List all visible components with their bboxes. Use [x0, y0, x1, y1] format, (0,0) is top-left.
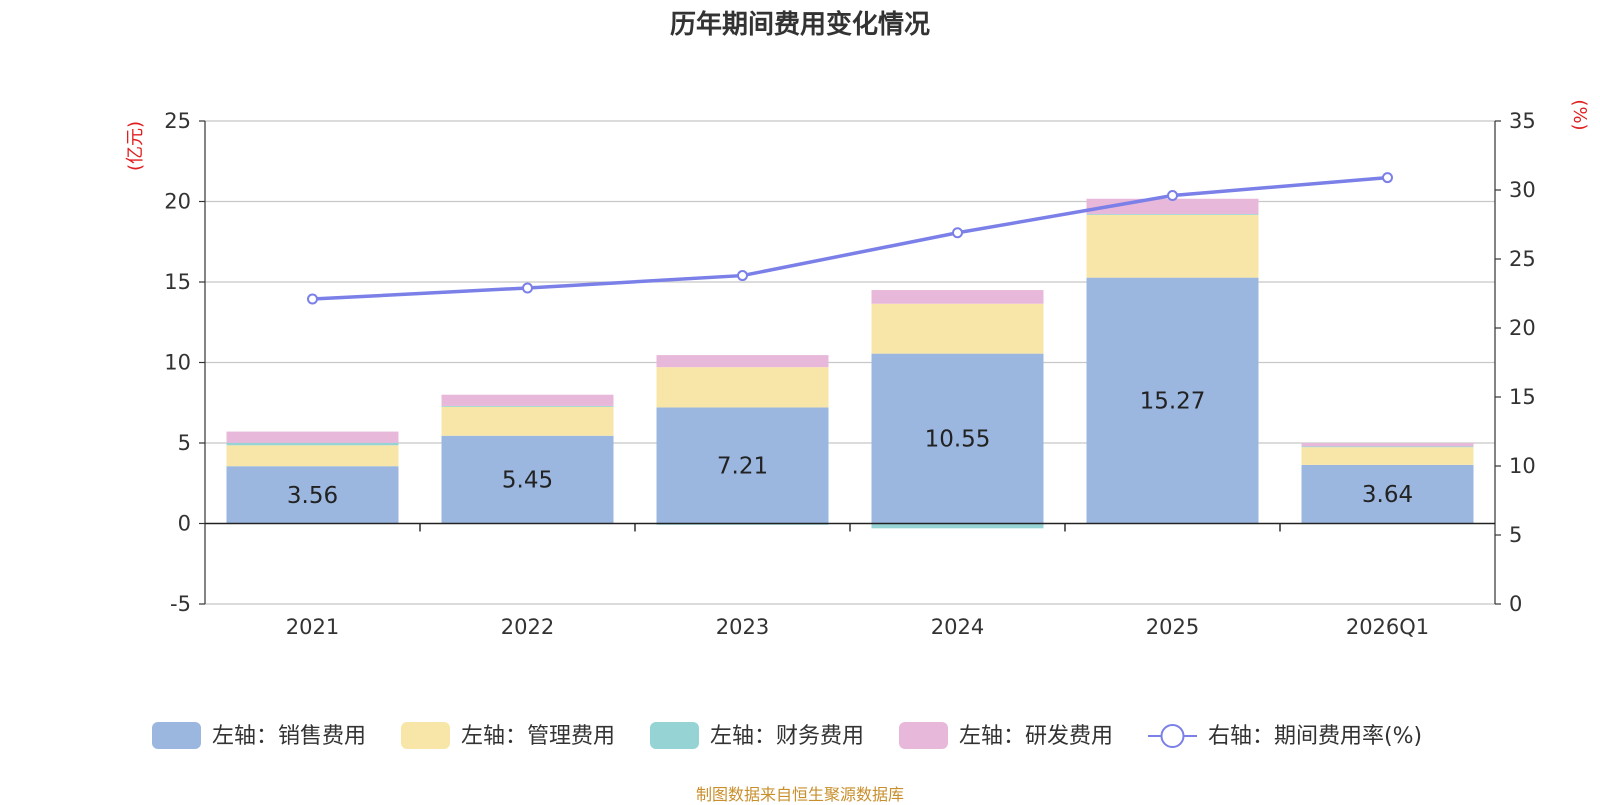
legend-label: 左轴：销售费用	[212, 724, 366, 749]
bar-segment	[1301, 443, 1474, 447]
bar-segment	[871, 290, 1044, 304]
left-tick-label: 15	[164, 270, 191, 294]
bar-segment	[871, 353, 1044, 524]
legend-label: 左轴：研发费用	[959, 724, 1113, 749]
data-label: 3.56	[287, 483, 338, 509]
left-tick-label: 5	[178, 431, 191, 455]
bar-segment	[441, 394, 614, 406]
bar-segment	[1301, 446, 1474, 448]
bar-segment	[441, 405, 614, 407]
rate-point	[1382, 172, 1393, 184]
category-label: 2022	[501, 615, 554, 639]
left-axis-unit: (亿元)	[125, 121, 146, 171]
bar-segment	[441, 406, 614, 436]
data-label: 3.64	[1362, 482, 1413, 508]
left-tick-label: 0	[178, 512, 191, 536]
right-tick-label: 0	[1509, 592, 1522, 616]
grid-lines	[205, 120, 1495, 605]
bar-segment	[871, 523, 1044, 529]
left-tick-label: 20	[164, 190, 191, 214]
right-tick-label: 15	[1509, 385, 1536, 409]
bar-segment	[1301, 447, 1474, 465]
legend-item[interactable]: 左轴：研发费用	[899, 722, 1113, 749]
data-labels: 3.56 5.45 7.21 10.55 15.27 3.64	[287, 389, 1413, 509]
left-tick-label: -5	[170, 592, 191, 616]
left-tick-label: 10	[164, 351, 191, 375]
legend-item[interactable]: 左轴：销售费用	[152, 722, 366, 749]
source-note: 制图数据来自恒生聚源数据库	[695, 785, 904, 804]
legend-item[interactable]: 右轴：期间费用率(%)	[1148, 724, 1422, 749]
legend-swatch	[650, 722, 699, 749]
rate-line	[307, 172, 1393, 305]
data-label: 10.55	[925, 427, 991, 453]
legend-label: 右轴：期间费用率(%)	[1208, 724, 1422, 749]
right-tick-label: 5	[1509, 523, 1522, 547]
legend-marker	[1160, 724, 1185, 748]
bars	[226, 198, 1474, 529]
bar-segment	[1086, 214, 1259, 215]
right-tick-label: 25	[1509, 247, 1536, 271]
chart-title: 历年期间费用变化情况	[669, 10, 930, 40]
bar-segment	[1301, 464, 1474, 524]
rate-line-path	[312, 175, 1388, 301]
category-label: 2023	[716, 615, 769, 639]
bar-segment	[871, 303, 1044, 354]
legend-swatch	[152, 722, 201, 749]
right-tick-label: 20	[1509, 316, 1536, 340]
category-label: 2026Q1	[1346, 615, 1429, 639]
bar-segment	[226, 445, 399, 467]
legend[interactable]: 左轴：销售费用 左轴：管理费用 左轴：财务费用 左轴：研发费用 右轴：期间费用率(%)	[152, 722, 1422, 749]
category-label: 2024	[931, 615, 984, 639]
left-tick-label: 25	[164, 109, 191, 133]
legend-swatch	[899, 722, 948, 749]
right-tick-label: 30	[1509, 178, 1536, 202]
legend-swatch	[401, 722, 450, 749]
legend-label: 左轴：管理费用	[461, 724, 615, 749]
bar-segment	[656, 407, 829, 524]
bar-segment	[226, 431, 399, 443]
legend-item[interactable]: 左轴：财务费用	[650, 722, 864, 749]
bar-segment	[1086, 277, 1259, 524]
rate-point	[737, 270, 748, 282]
rate-point	[307, 293, 318, 305]
legend-item[interactable]: 左轴：管理费用	[401, 722, 615, 749]
bar-segment	[226, 442, 399, 446]
rate-point	[1167, 190, 1178, 202]
data-label: 15.27	[1140, 389, 1206, 415]
axes: 25 20 15 10 5 0 -5 35 30 25 20 15 10 5 0 (亿元) (%) 2021 202…	[125, 99, 1590, 639]
rate-point	[952, 227, 963, 239]
category-label: 2021	[286, 615, 339, 639]
bar-segment	[656, 355, 829, 368]
bar-segment	[1086, 214, 1259, 278]
bar-segment	[441, 435, 614, 524]
legend-label: 左轴：财务费用	[710, 724, 864, 749]
right-tick-label: 35	[1509, 109, 1536, 133]
category-label: 2025	[1146, 615, 1199, 639]
rate-point	[522, 282, 533, 294]
right-axis-unit: (%)	[1569, 99, 1590, 130]
bar-segment	[656, 367, 829, 408]
right-tick-label: 10	[1509, 454, 1536, 478]
bar-segment	[226, 466, 399, 524]
data-label: 5.45	[502, 468, 553, 494]
data-label: 7.21	[717, 453, 768, 479]
